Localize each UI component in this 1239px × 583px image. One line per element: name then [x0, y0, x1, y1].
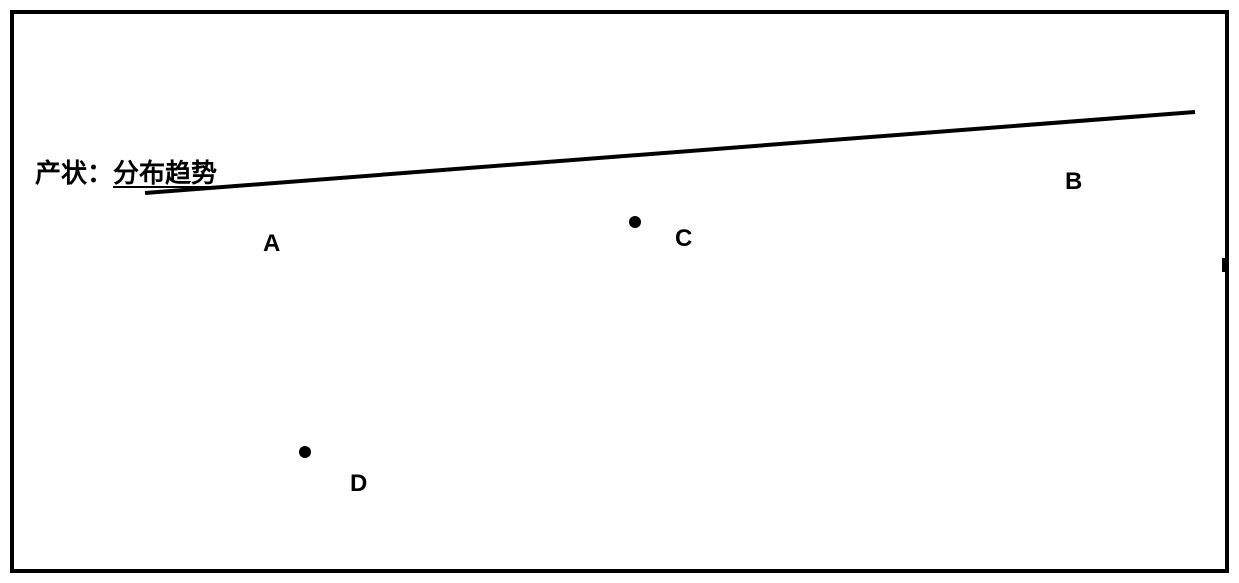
point-dot-d [299, 446, 311, 458]
point-label-c: C [675, 225, 692, 253]
point-label-a: A [263, 230, 280, 258]
point-dot-c [629, 216, 641, 228]
edge-tick [1222, 258, 1228, 272]
diagram-frame [10, 10, 1229, 573]
annotation-prefix: 产状： [35, 153, 113, 190]
point-label-d: D [350, 470, 367, 498]
annotation-label: 产状： 分布趋势 [35, 153, 217, 190]
annotation-text: 分布趋势 [113, 153, 217, 190]
point-label-b: B [1065, 168, 1082, 196]
